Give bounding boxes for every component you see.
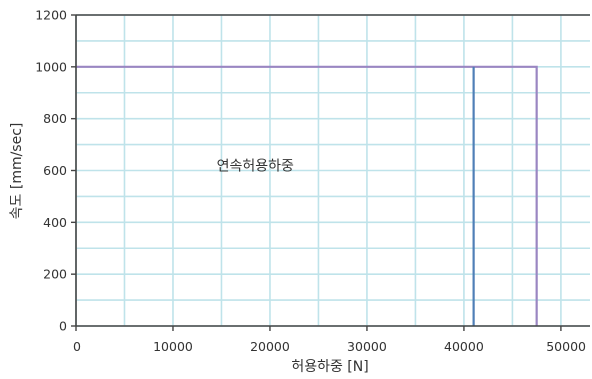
x-tick-label: 40000	[444, 339, 484, 354]
y-tick-label: 400	[43, 215, 67, 230]
x-axis-title: 허용하중 [N]	[291, 359, 368, 375]
y-tick-label: 1200	[35, 8, 67, 23]
annotation-label: 연속허용하중	[217, 158, 294, 174]
series-line-1	[76, 65, 538, 326]
series-group	[76, 65, 538, 326]
y-tick-label: 1000	[35, 59, 67, 74]
y-axis-title: 속도 [mm/sec]	[9, 123, 25, 220]
y-tick-label: 200	[43, 267, 67, 282]
x-tick-label: 30000	[347, 339, 387, 354]
x-tick-label: 50000	[546, 339, 586, 354]
y-tick-label: 800	[43, 111, 67, 126]
axes	[71, 14, 590, 331]
x-tick-label: 20000	[250, 339, 290, 354]
x-tick-label: 10000	[153, 339, 193, 354]
tick-labels: 0 200 400 600 800 1000 1200 0 10000 20000 30000 400…	[35, 8, 586, 355]
y-tick-label: 600	[43, 163, 67, 178]
y-tick-label: 0	[59, 319, 67, 334]
annotations: 연속허용하중	[217, 158, 294, 174]
x-tick-label: 0	[73, 339, 81, 354]
